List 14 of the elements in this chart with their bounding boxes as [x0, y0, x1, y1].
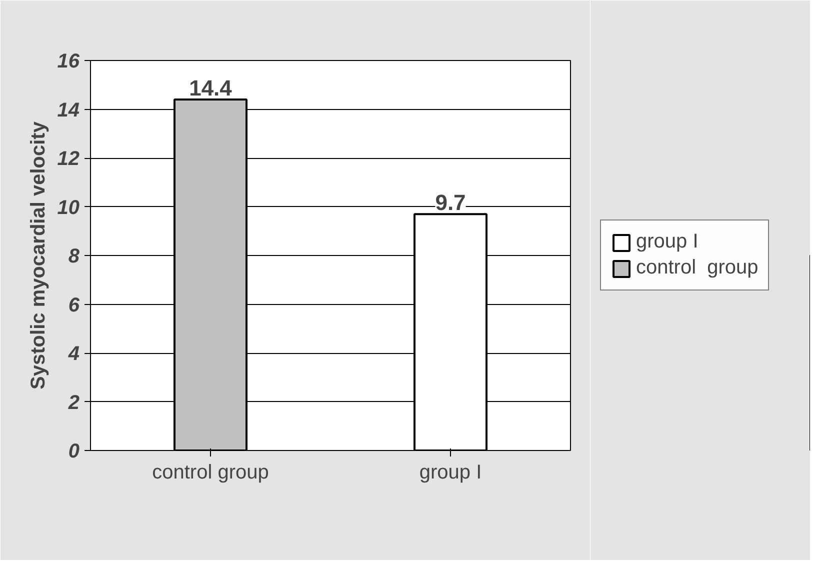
y-tick-label: 8: [68, 246, 80, 268]
y-tick-label: 10: [57, 196, 80, 219]
y-axis-title: Systolic myocardial velocity: [27, 120, 50, 390]
y-tick-label: 0: [68, 440, 80, 462]
data-label: 14.4: [189, 76, 233, 100]
y-tick-label: 14: [57, 99, 80, 122]
y-tick-label: 6: [68, 294, 80, 316]
data-label: 9.7: [435, 190, 466, 216]
y-tick-label: 4: [67, 343, 80, 365]
y-tick-label: 2: [67, 392, 80, 414]
legend-label: group I: [636, 230, 698, 254]
y-tick-label: 12: [57, 148, 80, 170]
legend-label: control group: [636, 256, 758, 280]
y-tick-label: 16: [57, 50, 80, 72]
